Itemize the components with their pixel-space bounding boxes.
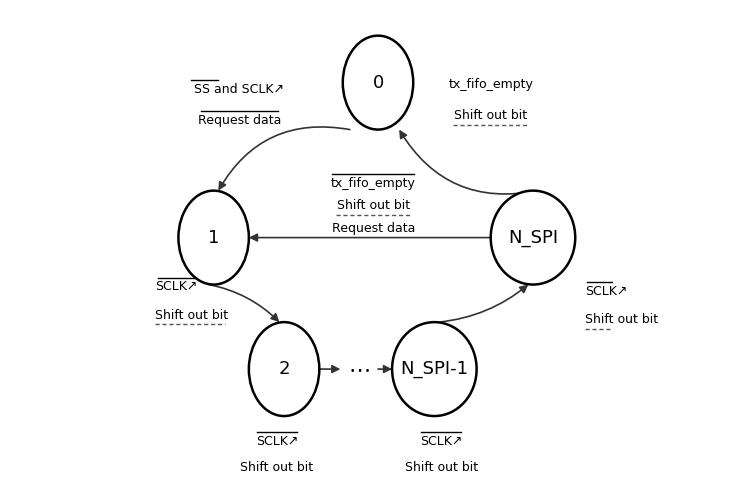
Text: N_SPI-1: N_SPI-1 bbox=[401, 360, 469, 378]
Text: 2: 2 bbox=[278, 360, 290, 378]
Ellipse shape bbox=[491, 191, 575, 284]
Text: tx_fifo_empty: tx_fifo_empty bbox=[448, 78, 533, 91]
Text: N_SPI: N_SPI bbox=[508, 228, 558, 247]
Ellipse shape bbox=[249, 322, 319, 416]
Text: SCLK↗: SCLK↗ bbox=[256, 435, 298, 448]
Text: Shift out bit: Shift out bit bbox=[336, 199, 410, 212]
Ellipse shape bbox=[392, 322, 476, 416]
Text: 1: 1 bbox=[208, 228, 219, 247]
Text: Shift out bit: Shift out bit bbox=[404, 461, 478, 474]
Text: Shift out bit: Shift out bit bbox=[584, 313, 658, 326]
Text: Shift out bit: Shift out bit bbox=[155, 309, 228, 322]
Text: tx_fifo_empty: tx_fifo_empty bbox=[331, 177, 416, 190]
Text: SCLK↗: SCLK↗ bbox=[420, 435, 463, 448]
Text: Request data: Request data bbox=[198, 114, 281, 127]
Text: $\cdots$: $\cdots$ bbox=[349, 359, 370, 379]
Ellipse shape bbox=[178, 191, 249, 284]
Text: Request data: Request data bbox=[332, 222, 415, 235]
Text: SS and SCLK↗: SS and SCLK↗ bbox=[194, 83, 284, 96]
Ellipse shape bbox=[342, 36, 414, 130]
Text: SCLK↗: SCLK↗ bbox=[584, 285, 627, 298]
Text: 0: 0 bbox=[373, 74, 383, 92]
Text: SCLK↗: SCLK↗ bbox=[155, 281, 197, 293]
Text: Shift out bit: Shift out bit bbox=[240, 461, 314, 474]
Text: Shift out bit: Shift out bit bbox=[454, 109, 527, 122]
